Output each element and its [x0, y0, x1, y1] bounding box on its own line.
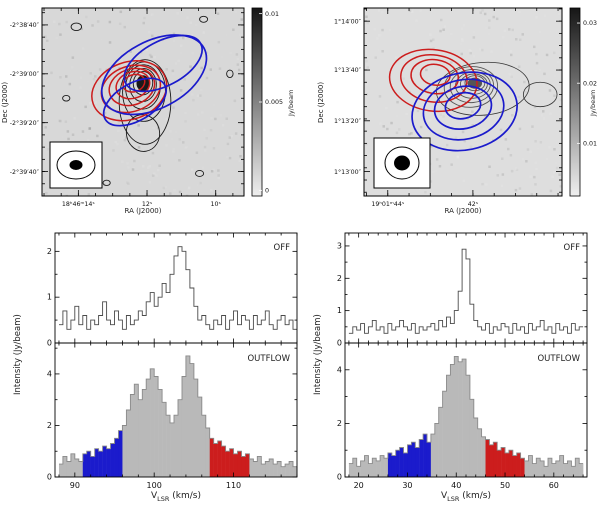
svg-text:42ˢ: 42ˢ — [468, 201, 479, 208]
svg-text:90: 90 — [70, 481, 80, 490]
svg-text:0: 0 — [47, 339, 52, 348]
svg-text:-2°39′00″: -2°39′00″ — [10, 70, 40, 78]
vlsr-units: (km/s) — [459, 491, 492, 501]
svg-text:2: 2 — [47, 247, 52, 256]
svg-text:1°13′00″: 1°13′00″ — [334, 168, 362, 176]
svg-text:4: 4 — [337, 365, 342, 374]
svg-text:-2°39′40″: -2°39′40″ — [10, 168, 40, 176]
spectra-right-off-label: OFF — [563, 243, 580, 253]
spectra-left-off-label: OFF — [273, 243, 290, 253]
svg-text:18ʰ46ᵐ14ˢ: 18ʰ46ᵐ14ˢ — [62, 201, 96, 208]
map-left-colorbar-unit-label: Jy/beam — [287, 89, 295, 116]
svg-text:1°14′00″: 1°14′00″ — [334, 17, 362, 25]
spectra-right-outflow-label: OUTFLOW — [537, 354, 580, 364]
svg-text:-2°39′20″: -2°39′20″ — [10, 119, 40, 127]
svg-text:1°13′40″: 1°13′40″ — [334, 66, 362, 74]
svg-text:40: 40 — [451, 481, 461, 490]
svg-text:0.01: 0.01 — [265, 11, 279, 18]
svg-text:2: 2 — [337, 274, 342, 283]
spectra-left-y-axis-label: Intensity (Jy/beam) — [13, 314, 23, 395]
svg-text:0.03: 0.03 — [583, 20, 597, 27]
map-right-plot: 19ʰ01ᵐ44ˢ 42ˢ 1°14′00″ 1°13′40″ 1°13′20″ 1°13… — [334, 7, 597, 208]
map-right-colorbar-unit-label: Jy/beam — [589, 89, 597, 116]
vlsr-units: (km/s) — [169, 491, 202, 501]
spectra-right-y-axis-label: Intensity (Jy/beam) — [313, 314, 323, 395]
spectra-left-x-axis-label: VLSR (km/s) — [116, 491, 236, 503]
map-left-plot: 18ʰ46ᵐ14ˢ 12ˢ 10ˢ -2°38′40″ -2°39′00″ -2°39′2… — [10, 7, 283, 208]
svg-text:50: 50 — [500, 481, 510, 490]
spectra-right-plot: 0 1 2 3 20 30 40 50 60 0 2 4 — [337, 232, 588, 490]
vlsr-symbol: V — [150, 491, 158, 501]
svg-text:4: 4 — [47, 369, 52, 378]
svg-text:12ˢ: 12ˢ — [142, 201, 153, 208]
svg-text:10ˢ: 10ˢ — [211, 201, 222, 208]
vlsr-symbol: V — [440, 491, 448, 501]
svg-text:20: 20 — [354, 481, 364, 490]
map-left-ra-axis-label: RA (J2000) — [124, 207, 162, 215]
spectra-right-x-axis-label: VLSR (km/s) — [406, 491, 526, 503]
svg-text:1: 1 — [337, 306, 342, 315]
spectra-left-outflow-label: OUTFLOW — [247, 354, 290, 364]
svg-text:3: 3 — [337, 241, 342, 250]
svg-text:30: 30 — [402, 481, 412, 490]
svg-text:19ʰ01ᵐ44ˢ: 19ʰ01ᵐ44ˢ — [371, 201, 405, 208]
map-right-dec-axis-label: Dec (J2000) — [317, 81, 325, 123]
vlsr-subscript: LSR — [447, 494, 460, 503]
svg-text:0: 0 — [265, 188, 269, 195]
svg-text:1: 1 — [47, 293, 52, 302]
svg-text:0.02: 0.02 — [583, 80, 597, 87]
svg-text:2: 2 — [337, 419, 342, 428]
svg-text:110: 110 — [226, 481, 241, 490]
svg-text:-2°38′40″: -2°38′40″ — [10, 21, 40, 29]
svg-text:0: 0 — [337, 473, 342, 482]
svg-text:0: 0 — [337, 339, 342, 348]
svg-text:60: 60 — [549, 481, 559, 490]
spectra-left-plot: 0 1 2 90 100 110 0 2 4 — [47, 232, 298, 490]
svg-text:1°13′20″: 1°13′20″ — [334, 117, 362, 125]
svg-text:0.01: 0.01 — [583, 141, 597, 148]
vlsr-subscript: LSR — [157, 494, 170, 503]
map-left-dec-axis-label: Dec (J2000) — [1, 81, 9, 123]
svg-text:2: 2 — [47, 421, 52, 430]
svg-text:100: 100 — [147, 481, 162, 490]
map-right-ra-axis-label: RA (J2000) — [444, 207, 482, 215]
svg-text:0.005: 0.005 — [265, 99, 283, 106]
svg-text:0: 0 — [47, 473, 52, 482]
